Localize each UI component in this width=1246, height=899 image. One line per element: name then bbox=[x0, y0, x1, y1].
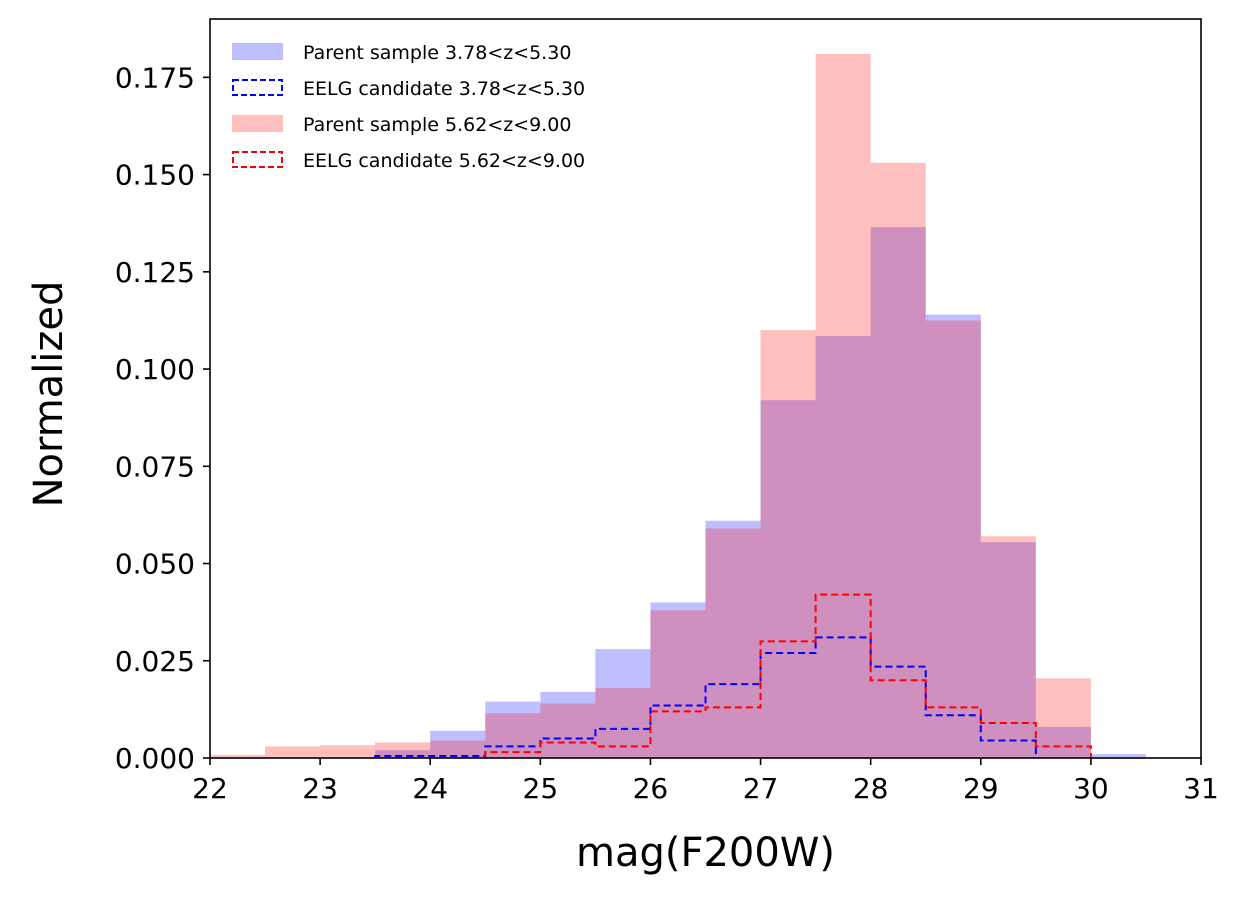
x-tick-label-9: 31 bbox=[1183, 772, 1219, 805]
bar-series2-bin12 bbox=[870, 162, 926, 758]
bar-series2-bin15 bbox=[1035, 678, 1091, 758]
bar-series2-bin9 bbox=[705, 528, 761, 758]
bar-series2-bin7 bbox=[595, 687, 651, 758]
legend: Parent sample 3.78<z<5.30 EELG candidate … bbox=[232, 42, 585, 172]
bar-series0-bin12 bbox=[870, 227, 926, 758]
x-tick-label-0: 22 bbox=[192, 772, 228, 805]
bar-series2-bin14 bbox=[980, 536, 1036, 758]
bar-series0-bin10 bbox=[760, 400, 816, 758]
bar-series2-bin10 bbox=[760, 330, 816, 758]
bar-series2-bin8 bbox=[650, 610, 706, 758]
x-tick-label-7: 29 bbox=[963, 772, 999, 805]
x-axis-label: mag(F200W) bbox=[576, 830, 835, 876]
y-tick-label-2: 0.050 bbox=[115, 548, 195, 581]
legend-label-0: Parent sample 3.78<z<5.30 bbox=[303, 42, 571, 64]
legend-swatch-3 bbox=[232, 151, 283, 168]
legend-swatch-1 bbox=[232, 79, 283, 96]
bar-series2-bin3 bbox=[375, 742, 431, 758]
y-tick-label-7: 0.175 bbox=[115, 61, 195, 94]
bar-series0-bin4 bbox=[430, 730, 486, 758]
step-line-series3 bbox=[484, 593, 1092, 758]
y-tick-label-3: 0.075 bbox=[115, 450, 195, 483]
legend-label-2: Parent sample 5.62<z<9.00 bbox=[303, 114, 571, 136]
legend-swatch-2 bbox=[232, 115, 283, 132]
bar-series0-bin16 bbox=[1090, 754, 1146, 758]
bar-series0-bin15 bbox=[1035, 726, 1091, 758]
bar-series0-bin7 bbox=[595, 649, 651, 758]
x-tick-label-1: 23 bbox=[302, 772, 338, 805]
x-tick-label-5: 27 bbox=[743, 772, 779, 805]
ticks-layer: 22 23 24 25 26 27 28 29 30 31 0.000 0.025 0.050 0.075… bbox=[115, 61, 1219, 805]
bar-series2-bin4 bbox=[430, 740, 486, 758]
bar-series0-bin11 bbox=[815, 335, 871, 758]
y-axis-label: Normalized bbox=[26, 281, 72, 508]
y-tick-label-1: 0.025 bbox=[115, 645, 195, 678]
x-tick-label-6: 28 bbox=[853, 772, 889, 805]
bar-series2-bin6 bbox=[540, 703, 596, 758]
bar-series0-bin9 bbox=[705, 520, 761, 758]
x-tick-label-3: 25 bbox=[523, 772, 559, 805]
x-tick-label-2: 24 bbox=[412, 772, 448, 805]
plot-frame bbox=[209, 18, 1202, 759]
bar-series2-bin13 bbox=[925, 320, 981, 758]
bar-series0-bin8 bbox=[650, 602, 706, 758]
legend-swatch-0 bbox=[232, 43, 283, 60]
y-tick-label-0: 0.000 bbox=[115, 742, 195, 775]
bar-series2-bin0 bbox=[210, 754, 266, 758]
bar-series2-bin5 bbox=[485, 713, 541, 758]
bar-series0-bin6 bbox=[540, 691, 596, 758]
legend-label-3: EELG candidate 5.62<z<9.00 bbox=[303, 150, 585, 172]
bar-series2-bin11 bbox=[815, 54, 871, 759]
y-tick-label-5: 0.125 bbox=[115, 256, 195, 289]
bar-series2-bin2 bbox=[320, 745, 376, 758]
step-lines-layer bbox=[374, 593, 1092, 758]
bar-series0-bin5 bbox=[485, 701, 541, 758]
y-tick-label-6: 0.150 bbox=[115, 159, 195, 192]
bar-series0-bin3 bbox=[375, 750, 431, 758]
y-tick-label-4: 0.100 bbox=[115, 353, 195, 386]
bar-series0-bin13 bbox=[925, 314, 981, 758]
step-line-series1 bbox=[374, 636, 1037, 758]
bars-layer bbox=[210, 54, 1146, 759]
bar-series2-bin1 bbox=[265, 746, 321, 758]
x-tick-label-8: 30 bbox=[1073, 772, 1109, 805]
legend-label-1: EELG candidate 3.78<z<5.30 bbox=[303, 78, 585, 100]
x-tick-label-4: 26 bbox=[633, 772, 669, 805]
